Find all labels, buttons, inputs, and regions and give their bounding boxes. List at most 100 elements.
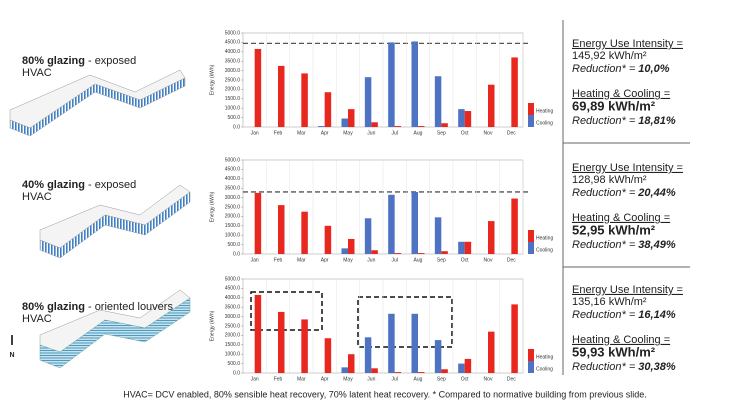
building-subtitle: HVAC <box>22 313 52 325</box>
eui-reduction: Reduction* = 20,44% <box>572 187 676 199</box>
bar <box>464 358 472 373</box>
eui-label: Energy Use Intensity = <box>572 284 683 296</box>
y-tick-label: 4500.0 <box>225 167 241 173</box>
bar <box>394 253 402 254</box>
reduction-label: Reduction* = <box>572 361 636 373</box>
hc-reduction: Reduction* = 18,81% <box>572 115 676 127</box>
x-tick-label: Mar <box>297 376 306 382</box>
eui-value: 145,92 kWh/m² <box>572 50 647 62</box>
bar <box>278 205 285 254</box>
y-tick-label: 1500.0 <box>225 96 241 102</box>
x-tick-label: Dec <box>507 376 516 382</box>
building-title: 80% glazing - exposed <box>22 55 136 67</box>
legend-label: Cooling <box>536 366 553 372</box>
y-tick-label: 4000.0 <box>225 176 241 182</box>
legend-label: Cooling <box>536 247 553 253</box>
y-tick-label: 1000.0 <box>225 233 241 239</box>
x-tick-label: Jul <box>391 130 397 136</box>
title-bold: 40% glazing <box>22 179 85 191</box>
bar <box>418 372 425 373</box>
bar <box>434 217 442 254</box>
x-tick-label: Dec <box>507 257 516 263</box>
x-tick-label: Nov <box>484 130 493 136</box>
x-tick-label: Feb <box>274 130 283 136</box>
y-tick-label: 4500.0 <box>225 286 241 292</box>
y-tick-label: 2000.0 <box>225 87 241 93</box>
legend-swatch <box>528 230 534 242</box>
bar <box>254 294 262 373</box>
y-tick-label: 1500.0 <box>225 223 241 229</box>
x-tick-label: Dec <box>507 130 516 136</box>
x-tick-label: Jan <box>251 376 259 382</box>
eui-reduction: Reduction* = 10,0% <box>572 63 670 75</box>
y-tick-label: 5000.0 <box>225 30 241 36</box>
x-tick-label: Aug <box>414 130 423 136</box>
hc-value: 69,89 kWh/m² <box>572 98 656 113</box>
x-tick-label: Apr <box>321 130 329 136</box>
x-tick-label: May <box>343 130 353 136</box>
x-tick-label: Jun <box>367 130 375 136</box>
y-tick-label: 4000.0 <box>225 295 241 301</box>
bar <box>301 211 308 254</box>
title-rest: - oriented louvers <box>88 301 173 313</box>
legend-label: Heating <box>536 108 553 114</box>
x-tick-label: Aug <box>414 257 423 263</box>
y-axis-label: Energy (kWh) <box>209 64 215 95</box>
x-tick-label: Apr <box>321 257 329 263</box>
hc-reduction: Reduction* = 30,38% <box>572 361 676 373</box>
reduction-value: 30,38% <box>638 361 676 373</box>
north-label: N <box>9 352 14 359</box>
hc-value: 52,95 kWh/m² <box>572 222 656 237</box>
bar <box>394 372 402 373</box>
bar <box>341 367 348 373</box>
bar <box>371 368 378 373</box>
reduction-value: 38,49% <box>638 239 676 251</box>
reduction-value: 20,44% <box>637 187 676 199</box>
bar <box>364 337 372 373</box>
bar <box>278 65 285 127</box>
y-tick-label: 2500.0 <box>225 77 241 83</box>
y-tick-label: 3500.0 <box>225 186 241 192</box>
y-tick-label: 0.0 <box>233 251 240 257</box>
bar <box>348 354 355 373</box>
building-title: 80% glazing - oriented louvers <box>22 301 173 313</box>
bar <box>418 126 425 127</box>
bar <box>364 77 372 127</box>
y-tick-label: 5000.0 <box>225 276 241 282</box>
y-tick-label: 500.0 <box>227 361 240 367</box>
eui-label: Energy Use Intensity = <box>572 162 683 174</box>
highlight-box <box>250 291 323 331</box>
bar <box>411 191 418 254</box>
bar <box>458 109 465 127</box>
x-tick-label: Oct <box>461 130 469 136</box>
bar <box>278 311 285 373</box>
reduction-label: Reduction* = <box>572 187 636 199</box>
highlight-box <box>357 296 453 348</box>
bar <box>341 248 348 254</box>
bar <box>488 84 495 127</box>
eui-value: 128,98 kWh/m² <box>572 174 647 186</box>
legend-swatch <box>528 349 534 361</box>
y-tick-label: 2000.0 <box>225 333 241 339</box>
x-tick-label: Feb <box>274 257 283 263</box>
y-tick-label: 1000.0 <box>225 106 241 112</box>
reduction-value: 10,0% <box>638 63 669 75</box>
bar <box>458 241 465 254</box>
bar <box>324 338 332 373</box>
y-tick-label: 2000.0 <box>225 214 241 220</box>
title-rest: - exposed <box>88 55 136 67</box>
bar <box>434 76 442 127</box>
y-tick-label: 2500.0 <box>225 204 241 210</box>
bar <box>488 221 495 254</box>
x-tick-label: Jul <box>391 257 397 263</box>
y-tick-label: 1000.0 <box>225 352 241 358</box>
bar <box>348 109 355 127</box>
y-tick-label: 4000.0 <box>225 49 241 55</box>
building-subtitle: HVAC <box>22 191 52 203</box>
x-tick-label: Sep <box>437 257 446 263</box>
x-tick-label: Mar <box>297 130 306 136</box>
bar <box>301 319 308 373</box>
y-tick-label: 5000.0 <box>225 157 241 163</box>
y-tick-label: 2500.0 <box>225 323 241 329</box>
